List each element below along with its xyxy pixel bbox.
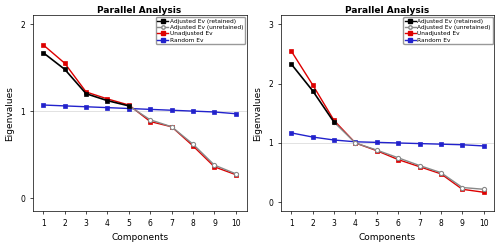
Legend: Adjusted Ev (retained), Adjusted Ev (unretained), Unadjusted Ev, Random Ev: Adjusted Ev (retained), Adjusted Ev (unr…: [404, 17, 492, 44]
Title: Parallel Analysis: Parallel Analysis: [98, 5, 182, 15]
X-axis label: Components: Components: [359, 233, 416, 243]
X-axis label: Components: Components: [111, 233, 168, 243]
Y-axis label: Eigenvalues: Eigenvalues: [254, 86, 262, 141]
Legend: Adjusted Ev (retained), Adjusted Ev (unretained), Unadjusted Ev, Random Ev: Adjusted Ev (retained), Adjusted Ev (unr…: [156, 17, 245, 44]
Y-axis label: Eigenvalues: Eigenvalues: [6, 86, 15, 141]
Title: Parallel Analysis: Parallel Analysis: [346, 5, 430, 15]
